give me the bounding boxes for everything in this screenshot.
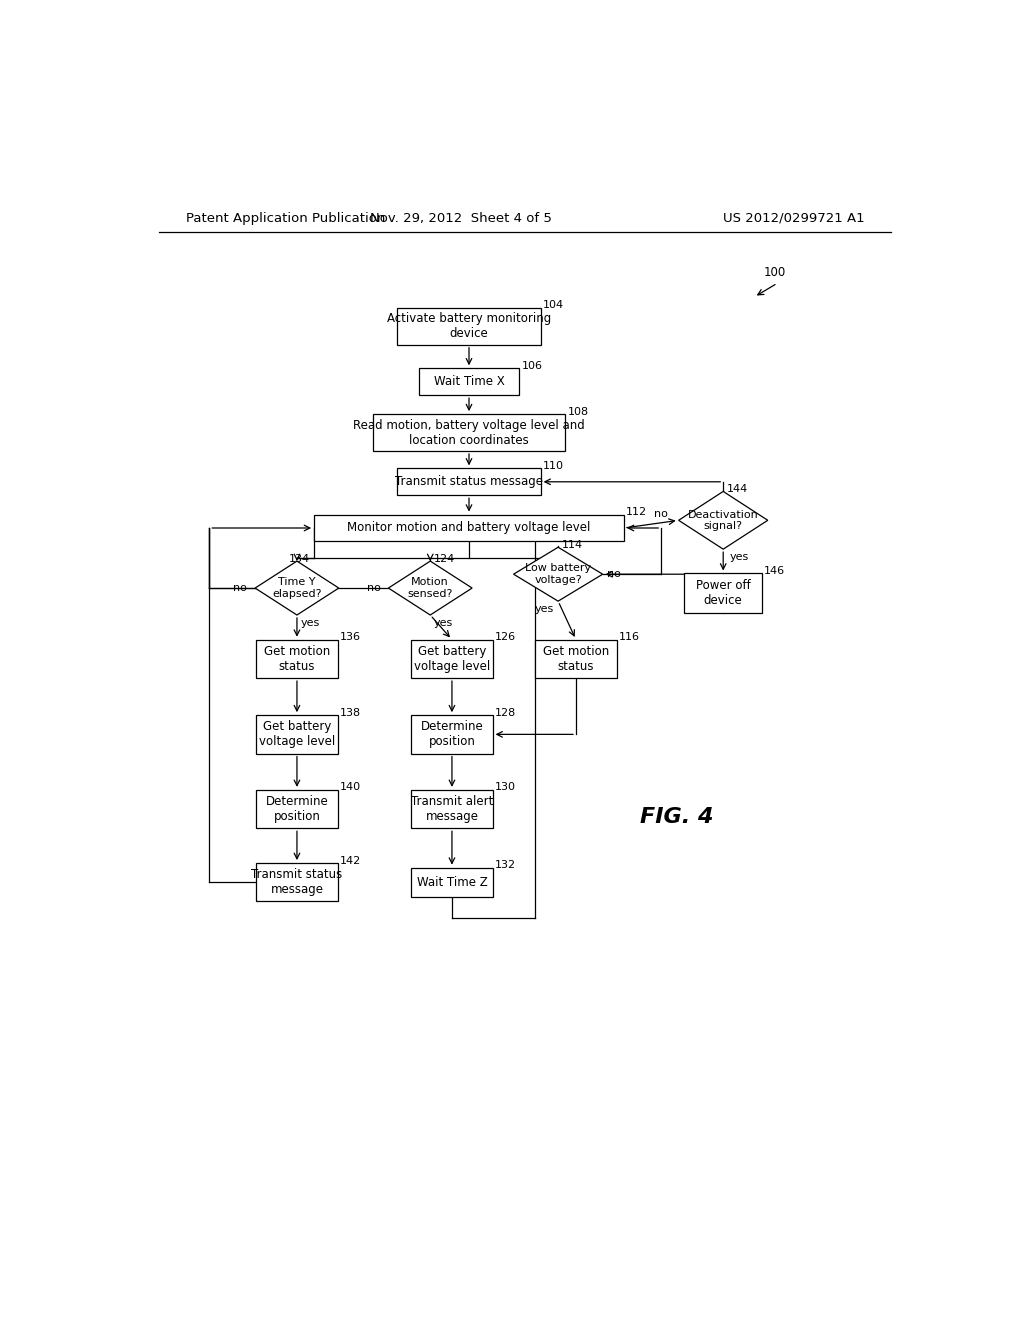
Text: 106: 106 xyxy=(521,360,543,371)
Text: 124: 124 xyxy=(434,554,456,564)
Text: 110: 110 xyxy=(543,461,564,471)
FancyBboxPatch shape xyxy=(256,715,338,754)
Text: Determine
position: Determine position xyxy=(421,721,483,748)
FancyBboxPatch shape xyxy=(256,863,338,902)
Polygon shape xyxy=(514,548,603,601)
Text: Get battery
voltage level: Get battery voltage level xyxy=(259,721,335,748)
Text: 128: 128 xyxy=(495,708,516,718)
FancyBboxPatch shape xyxy=(412,867,493,896)
Text: Low battery
voltage?: Low battery voltage? xyxy=(525,564,591,585)
Text: FIG. 4: FIG. 4 xyxy=(640,807,713,826)
Text: yes: yes xyxy=(301,618,321,628)
Text: Transmit status
message: Transmit status message xyxy=(251,869,343,896)
Text: no: no xyxy=(367,583,381,593)
Text: yes: yes xyxy=(434,618,454,628)
Text: 146: 146 xyxy=(764,566,785,576)
FancyBboxPatch shape xyxy=(314,515,624,541)
Text: 100: 100 xyxy=(764,265,785,279)
Text: US 2012/0299721 A1: US 2012/0299721 A1 xyxy=(723,213,864,224)
Text: Read motion, battery voltage level and
location coordinates: Read motion, battery voltage level and l… xyxy=(353,418,585,446)
FancyBboxPatch shape xyxy=(684,573,762,614)
Text: 112: 112 xyxy=(627,507,647,517)
FancyBboxPatch shape xyxy=(412,789,493,829)
Polygon shape xyxy=(388,561,472,615)
Text: Determine
position: Determine position xyxy=(265,795,329,824)
Text: Activate battery monitoring
device: Activate battery monitoring device xyxy=(387,313,551,341)
Text: 126: 126 xyxy=(495,632,516,643)
Text: Transmit alert
message: Transmit alert message xyxy=(411,795,494,824)
Text: no: no xyxy=(606,569,621,579)
Text: no: no xyxy=(233,583,248,593)
Text: Wait Time Z: Wait Time Z xyxy=(417,875,487,888)
Text: 104: 104 xyxy=(543,301,564,310)
Text: Time Y
elapsed?: Time Y elapsed? xyxy=(272,577,322,599)
Text: 144: 144 xyxy=(727,484,749,494)
Text: 108: 108 xyxy=(567,407,589,417)
Text: 142: 142 xyxy=(340,855,361,866)
FancyBboxPatch shape xyxy=(397,469,541,495)
Text: Wait Time X: Wait Time X xyxy=(433,375,505,388)
Text: 134: 134 xyxy=(289,554,310,564)
FancyBboxPatch shape xyxy=(536,640,616,678)
FancyBboxPatch shape xyxy=(412,640,493,678)
FancyBboxPatch shape xyxy=(397,308,541,345)
Text: yes: yes xyxy=(535,603,554,614)
FancyBboxPatch shape xyxy=(373,414,565,451)
FancyBboxPatch shape xyxy=(256,789,338,829)
Text: 132: 132 xyxy=(495,861,516,870)
Text: Monitor motion and battery voltage level: Monitor motion and battery voltage level xyxy=(347,521,591,535)
FancyBboxPatch shape xyxy=(419,368,519,395)
Text: Get motion
status: Get motion status xyxy=(543,645,609,673)
Text: 136: 136 xyxy=(340,632,361,643)
Text: Get battery
voltage level: Get battery voltage level xyxy=(414,645,490,673)
Text: 138: 138 xyxy=(340,708,361,718)
Polygon shape xyxy=(679,491,768,549)
Polygon shape xyxy=(255,561,339,615)
Text: Transmit status message: Transmit status message xyxy=(395,475,543,488)
Text: Nov. 29, 2012  Sheet 4 of 5: Nov. 29, 2012 Sheet 4 of 5 xyxy=(371,213,552,224)
Text: no: no xyxy=(654,510,668,519)
Text: Deactivation
signal?: Deactivation signal? xyxy=(688,510,759,531)
FancyBboxPatch shape xyxy=(412,715,493,754)
Text: 116: 116 xyxy=(618,632,640,643)
Text: 130: 130 xyxy=(495,783,516,792)
Text: Patent Application Publication: Patent Application Publication xyxy=(186,213,385,224)
Text: yes: yes xyxy=(729,552,749,562)
Text: Get motion
status: Get motion status xyxy=(264,645,330,673)
Text: Motion
sensed?: Motion sensed? xyxy=(408,577,453,599)
Text: 140: 140 xyxy=(340,783,361,792)
Text: 114: 114 xyxy=(562,540,583,550)
FancyBboxPatch shape xyxy=(256,640,338,678)
Text: Power off
device: Power off device xyxy=(696,579,751,607)
